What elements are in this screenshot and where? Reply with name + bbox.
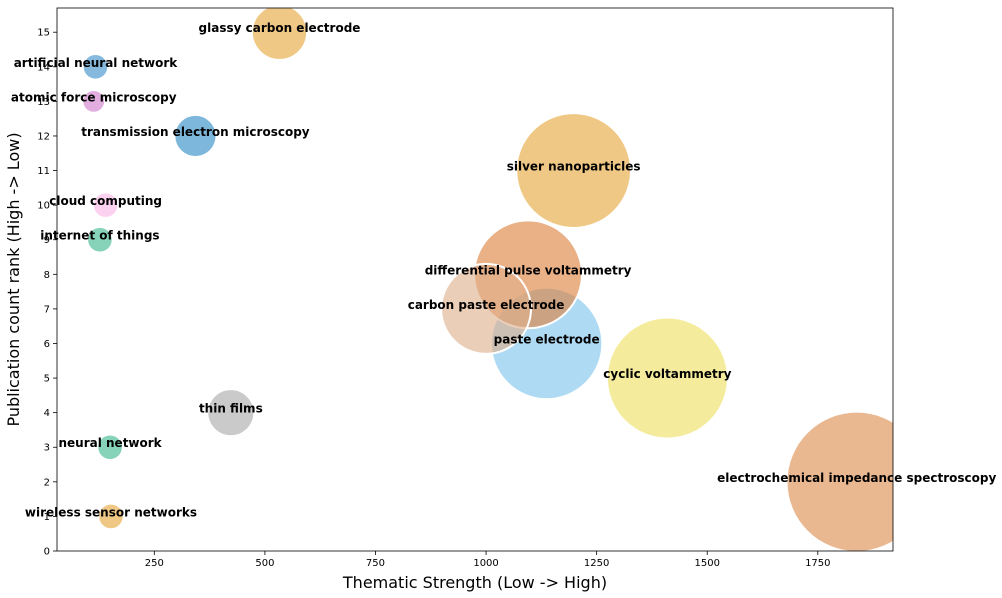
bubble-internet-of-things (86, 225, 114, 254)
bubble-label-electrochemical-impedance-spectroscopy: electrochemical impedance spectroscopy (717, 471, 996, 485)
x-tick-label: 500 (255, 558, 274, 569)
bubble-label-silver-nanoparticles: silver nanoparticles (507, 160, 641, 174)
y-tick-label: 0 (44, 547, 50, 558)
y-tick-label: 2 (44, 477, 50, 488)
y-tick-label: 5 (44, 374, 50, 385)
x-tick-label: 1750 (805, 558, 830, 569)
bubble-cloud-computing (91, 191, 120, 219)
bubble-cyclic-voltammetry (605, 316, 729, 440)
y-tick-label: 9 (44, 235, 50, 246)
bubble-layer (81, 8, 893, 551)
y-tick-label: 8 (44, 270, 50, 281)
y-tick-label: 10 (37, 201, 50, 212)
bubble-label-transmission-electron-microscopy: transmission electron microscopy (81, 125, 310, 139)
bubble-transmission-electron-microscopy (173, 113, 218, 159)
bubble-label-artificial-neural-network: artificial neural network (14, 56, 179, 70)
y-tick-label: 7 (44, 304, 50, 315)
y-tick-label: 11 (37, 166, 50, 177)
bubble-neural-network (96, 433, 124, 462)
x-tick-label: 1250 (584, 558, 609, 569)
y-tick-label: 1 (44, 512, 50, 523)
bubble-thin-films (206, 388, 256, 438)
bubble-electrochemical-impedance-spectroscopy (785, 410, 893, 551)
bubble-label-thin-films: thin films (199, 402, 263, 416)
bubble-atomic-force-microscopy (81, 88, 107, 114)
bubble-carbon-paste-electrode (440, 262, 533, 355)
x-tick-label: 250 (145, 558, 164, 569)
bubble-label-cyclic-voltammetry: cyclic voltammetry (603, 367, 731, 381)
bubble-label-atomic-force-microscopy: atomic force microscopy (11, 90, 177, 104)
x-tick-label: 1500 (694, 558, 719, 569)
y-tick-label: 14 (37, 62, 50, 73)
bubble-label-paste-electrode: paste electrode (494, 332, 600, 346)
x-axis-label: Thematic Strength (Low -> High) (342, 573, 607, 592)
y-tick-label: 3 (44, 443, 50, 454)
bubble-artificial-neural-network (81, 52, 110, 81)
x-tick-label: 750 (366, 558, 385, 569)
x-axis: 250 500 750 1000 1250 1500 1750 (145, 551, 831, 569)
y-axis-label: Publication count rank (High -> Low) (4, 132, 23, 426)
bubble-label-internet-of-things: internet of things (40, 229, 159, 243)
bubble-label-cloud-computing: cloud computing (49, 194, 162, 208)
bubble-glassy-carbon-electrode (250, 8, 309, 61)
y-tick-label: 12 (37, 131, 50, 142)
y-tick-label: 13 (37, 97, 50, 108)
bubble-label-wireless-sensor-networks: wireless sensor networks (25, 505, 197, 519)
bubble-label-differential-pulse-voltammetry: differential pulse voltammetry (425, 263, 632, 277)
bubble-label-neural-network: neural network (58, 436, 162, 450)
y-tick-label: 15 (37, 28, 50, 39)
y-tick-label: 4 (44, 408, 50, 419)
bubble-label-glassy-carbon-electrode: glassy carbon electrode (199, 21, 361, 35)
bubble-wireless-sensor-networks (97, 502, 125, 531)
x-tick-label: 1000 (473, 558, 498, 569)
bubble-silver-nanoparticles (515, 112, 633, 229)
y-tick-label: 6 (44, 339, 50, 350)
plot-frame (56, 7, 894, 552)
bubble-label-layer: glassy carbon electrode artificial neural… (11, 21, 997, 519)
bubble-label-carbon-paste-electrode: carbon paste electrode (408, 298, 565, 312)
